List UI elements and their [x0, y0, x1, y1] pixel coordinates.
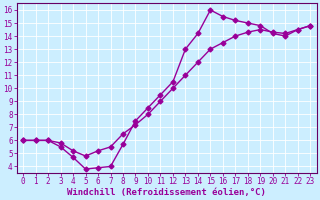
- X-axis label: Windchill (Refroidissement éolien,°C): Windchill (Refroidissement éolien,°C): [67, 188, 266, 197]
